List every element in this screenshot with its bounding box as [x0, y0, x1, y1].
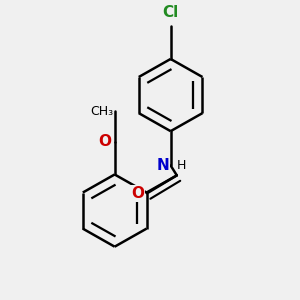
Text: Cl: Cl [163, 5, 179, 20]
Text: N: N [156, 158, 169, 173]
Text: O: O [131, 186, 144, 201]
Text: H: H [177, 159, 187, 172]
Text: CH₃: CH₃ [90, 105, 113, 118]
Text: O: O [99, 134, 112, 149]
